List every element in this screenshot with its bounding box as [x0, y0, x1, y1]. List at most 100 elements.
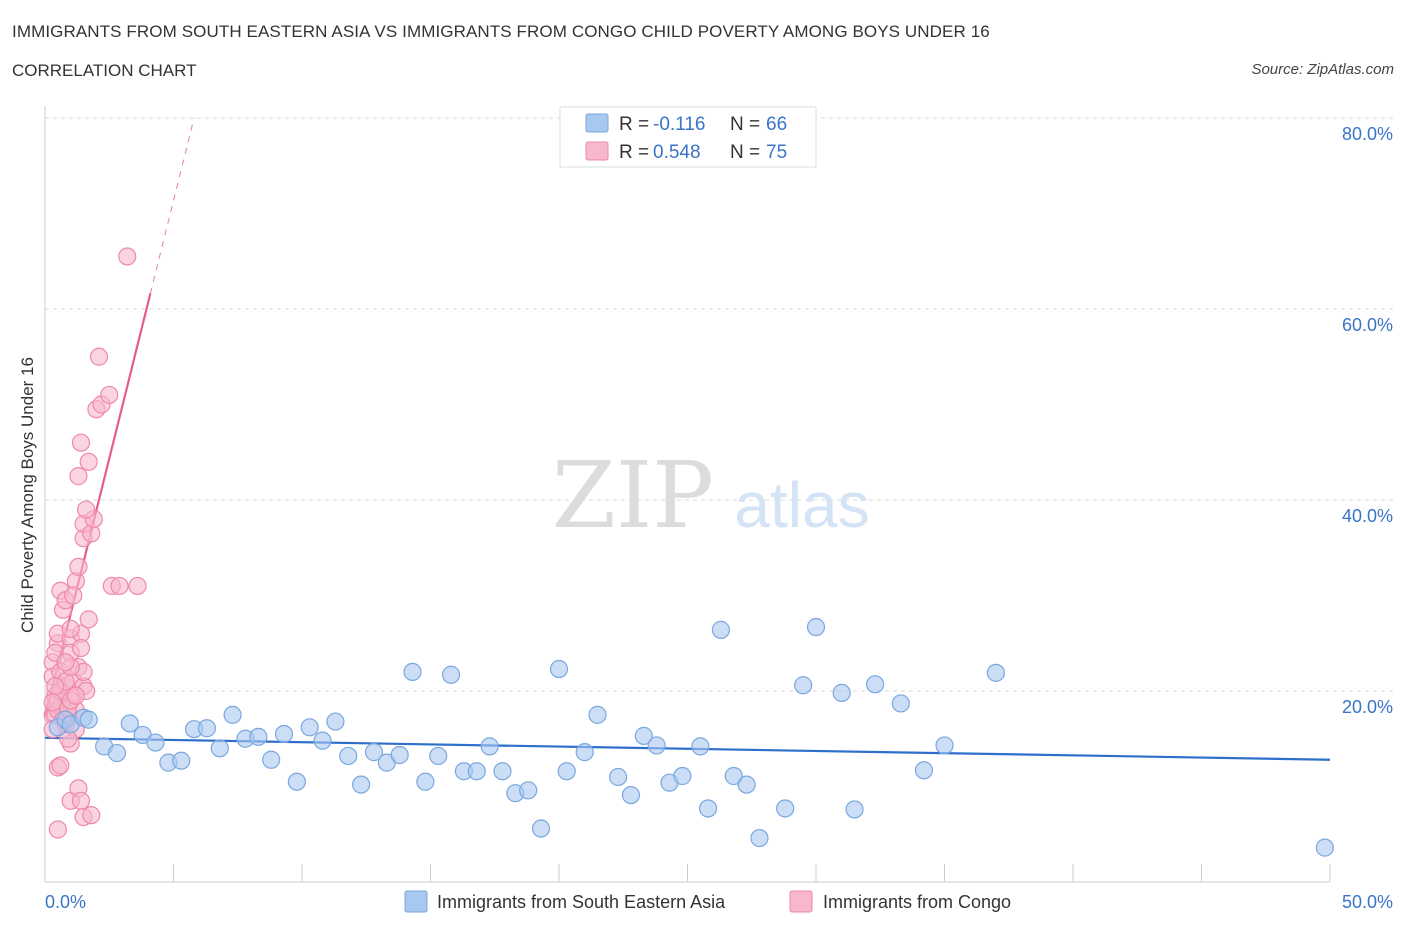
point-south-eastern-asia	[146, 733, 165, 752]
point-congo	[61, 619, 80, 639]
point-south-eastern-asia	[711, 620, 731, 639]
point-south-eastern-asia	[313, 731, 332, 750]
point-south-eastern-asia	[737, 775, 756, 794]
point-south-eastern-asia	[609, 767, 628, 787]
point-south-eastern-asia	[352, 775, 371, 794]
point-south-eastern-asia	[794, 676, 813, 695]
point-south-eastern-asia	[210, 739, 229, 758]
point-south-eastern-asia	[262, 750, 281, 769]
trend-line-congo-extrapolated	[149, 117, 195, 294]
watermark-zip: ZIP	[552, 442, 714, 549]
y-axis-label: Child Poverty Among Boys Under 16	[18, 357, 37, 633]
point-south-eastern-asia	[575, 743, 594, 762]
point-congo	[100, 385, 119, 405]
point-south-eastern-asia	[935, 736, 954, 755]
point-congo	[64, 586, 83, 605]
y-tick-label: 20.0%	[1342, 697, 1393, 717]
y-tick-labels: 20.0% 40.0% 60.0% 80.0%	[1342, 124, 1393, 717]
x-tick-labels: 0.0% 50.0%	[45, 892, 1393, 912]
point-south-eastern-asia	[588, 705, 607, 724]
point-south-eastern-asia	[986, 663, 1006, 682]
stats-n-label-pink: N =	[730, 142, 760, 163]
point-congo	[128, 576, 147, 596]
stats-r-label-pink: R =	[619, 142, 649, 163]
stats-r-label-blue: R =	[619, 114, 649, 135]
point-south-eastern-asia	[832, 683, 851, 703]
point-south-eastern-asia	[339, 746, 358, 766]
x-tick-label: 50.0%	[1342, 892, 1393, 912]
point-south-eastern-asia	[531, 819, 551, 838]
legend-swatch-pink[interactable]	[789, 890, 813, 913]
point-south-eastern-asia	[172, 751, 191, 770]
point-congo	[43, 693, 62, 712]
point-south-eastern-asia	[274, 724, 294, 744]
y-tick-label: 60.0%	[1342, 315, 1393, 335]
point-congo	[79, 452, 98, 471]
point-congo	[82, 806, 101, 825]
point-south-eastern-asia	[79, 710, 98, 729]
point-congo	[69, 557, 88, 576]
point-congo	[71, 791, 91, 810]
point-south-eastern-asia	[480, 737, 499, 756]
point-south-eastern-asia	[647, 736, 666, 755]
watermark: ZIP atlas	[552, 442, 870, 549]
point-south-eastern-asia	[750, 828, 769, 848]
stats-n-label-blue: N =	[730, 114, 760, 135]
point-south-eastern-asia	[223, 705, 242, 724]
point-south-eastern-asia	[549, 659, 569, 679]
point-congo	[110, 576, 129, 596]
watermark-atlas: atlas	[734, 469, 869, 541]
point-congo	[51, 756, 70, 775]
point-south-eastern-asia	[698, 799, 718, 818]
legend-label-pink[interactable]: Immigrants from Congo	[823, 892, 1011, 912]
point-south-eastern-asia	[724, 766, 743, 786]
point-south-eastern-asia	[621, 785, 641, 805]
point-congo	[71, 433, 91, 452]
point-south-eastern-asia	[249, 727, 268, 746]
point-south-eastern-asia	[390, 745, 409, 765]
point-south-eastern-asia	[403, 662, 422, 682]
gridlines	[45, 117, 1393, 692]
y-tick-label: 80.0%	[1342, 124, 1393, 144]
point-south-eastern-asia	[493, 762, 512, 781]
point-south-eastern-asia	[806, 617, 826, 637]
point-congo	[48, 820, 67, 839]
point-south-eastern-asia	[429, 746, 448, 766]
point-south-eastern-asia	[914, 761, 934, 780]
y-tick-label: 40.0%	[1342, 506, 1393, 526]
point-south-eastern-asia	[107, 743, 127, 763]
stats-r-value-blue: -0.116	[653, 114, 705, 135]
point-congo	[46, 677, 65, 696]
point-south-eastern-asia	[891, 694, 910, 713]
point-south-eastern-asia	[364, 743, 384, 762]
point-congo	[77, 500, 96, 519]
stats-swatch-blue	[585, 113, 609, 133]
trend-lines	[43, 117, 1331, 761]
point-south-eastern-asia	[776, 799, 795, 818]
point-south-eastern-asia	[673, 766, 692, 786]
point-congo	[89, 347, 109, 366]
point-south-eastern-asia	[441, 665, 461, 684]
stats-n-value-pink: 75	[766, 142, 787, 163]
stats-n-value-blue: 66	[766, 114, 787, 135]
point-congo	[56, 653, 75, 672]
point-congo	[118, 247, 137, 266]
point-congo	[66, 686, 85, 705]
point-south-eastern-asia	[519, 781, 538, 800]
point-south-eastern-asia	[467, 762, 486, 781]
chart-title: IMMIGRANTS FROM SOUTH EASTERN ASIA VS IM…	[12, 22, 990, 41]
point-congo	[79, 610, 98, 629]
x-tick-label: 0.0%	[45, 892, 86, 912]
source-credit: Source: ZipAtlas.com	[1251, 61, 1394, 78]
point-congo	[69, 467, 88, 486]
legend-swatch-blue[interactable]	[404, 890, 428, 913]
point-south-eastern-asia	[866, 675, 885, 694]
point-south-eastern-asia	[691, 737, 710, 756]
legend-label-blue[interactable]: Immigrants from South Eastern Asia	[437, 892, 726, 912]
point-south-eastern-asia	[557, 762, 576, 781]
point-south-eastern-asia	[197, 719, 217, 738]
chart-subtitle: CORRELATION CHART	[12, 61, 197, 80]
point-congo	[71, 638, 91, 658]
point-south-eastern-asia	[634, 726, 653, 745]
